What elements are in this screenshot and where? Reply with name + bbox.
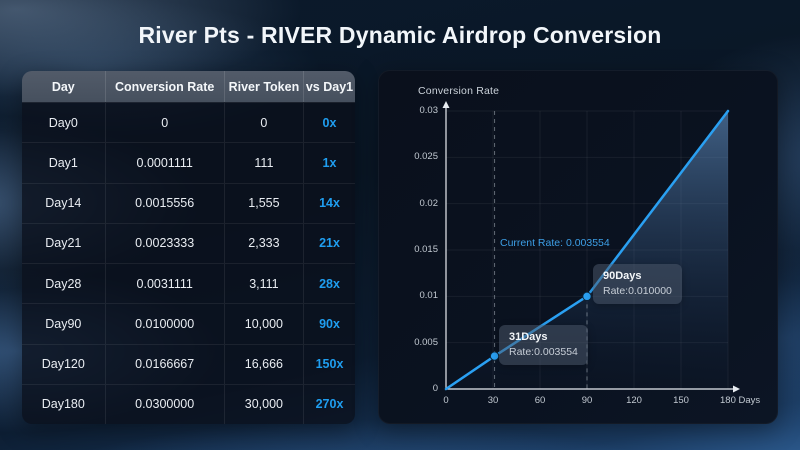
table-row: Day90 0.0100000 10,000 90x xyxy=(22,303,355,344)
cell-token: 30,000 xyxy=(223,384,303,424)
table-row: Day1 0.0001111 111 1x xyxy=(22,142,355,183)
cell-day: Day90 xyxy=(45,316,82,331)
series-area-fill xyxy=(446,111,728,389)
column-header-conversion-rate: Conversion Rate xyxy=(104,71,224,102)
x-tick-label: 180 Days xyxy=(720,395,761,406)
cell-rate: 0.0031111 xyxy=(104,264,224,304)
cell-token: 10,000 xyxy=(223,304,303,344)
cell-rate: 0.0300000 xyxy=(104,384,224,424)
x-tick-label: 90 xyxy=(581,395,593,406)
cell-day: Day1 xyxy=(48,155,78,170)
cell-multiplier: 21x xyxy=(303,223,355,263)
cell-multiplier: 0x xyxy=(303,103,355,143)
cell-multiplier: 90x xyxy=(303,304,355,344)
tooltip-title: 90Days xyxy=(603,270,642,282)
cell-multiplier: 28x xyxy=(303,264,355,304)
table-row: Day180 0.0300000 30,000 270x xyxy=(22,383,355,424)
cell-day: Day21 xyxy=(45,236,82,251)
column-header-river-token: River Token xyxy=(223,71,303,102)
cell-day: Day14 xyxy=(45,196,82,211)
cell-multiplier: 14x xyxy=(303,183,355,223)
tooltip-rate: Rate:0.003554 xyxy=(509,345,578,358)
y-tick-label: 0.005 xyxy=(414,336,438,348)
x-tick-label: 150 xyxy=(673,395,689,406)
cell-token: 16,666 xyxy=(223,344,303,384)
cell-token: 3,111 xyxy=(223,264,303,304)
y-axis-arrow xyxy=(442,101,450,108)
table-row: Day28 0.0031111 3,111 28x xyxy=(22,263,355,304)
x-tick-label: 120 xyxy=(626,395,642,406)
cell-token: 2,333 xyxy=(223,223,303,263)
cell-day: Day0 xyxy=(48,115,78,130)
data-point-31days[interactable] xyxy=(489,351,500,361)
conversion-rate-chart: Conversion Rate Current Rate: 0.003554 3… xyxy=(378,70,778,424)
cell-rate: 0.0001111 xyxy=(104,143,224,183)
cell-token: 0 xyxy=(223,103,303,143)
cell-token: 1,555 xyxy=(223,183,303,223)
cell-token: 111 xyxy=(223,143,303,183)
tooltip-rate: Rate:0.010000 xyxy=(603,284,672,297)
table-header-row: Day Conversion Rate River Token vs Day1 xyxy=(22,71,355,102)
cell-rate: 0.0100000 xyxy=(104,304,224,344)
chart-canvas xyxy=(442,101,740,393)
cell-rate: 0.0023333 xyxy=(104,223,224,263)
table-row: Day14 0.0015556 1,555 14x xyxy=(22,182,355,223)
cell-rate: 0 xyxy=(104,103,224,143)
cell-rate: 0.0015556 xyxy=(104,183,224,223)
data-point-90days[interactable] xyxy=(582,291,592,302)
conversion-table: Day Conversion Rate River Token vs Day1 … xyxy=(22,71,355,424)
y-tick-label: 0 xyxy=(432,383,438,394)
column-header-vs-day1: vs Day1 xyxy=(303,71,355,102)
chart-title: Conversion Rate xyxy=(418,85,500,97)
x-tick-label: 60 xyxy=(534,395,546,406)
cell-multiplier: 150x xyxy=(303,344,355,384)
y-tick-label: 0.01 xyxy=(419,290,439,302)
y-tick-label: 0.02 xyxy=(419,197,439,209)
tooltip-31days: 31Days Rate:0.003554 xyxy=(499,325,588,366)
cell-multiplier: 1x xyxy=(303,143,355,183)
table-row: Day21 0.0023333 2,333 21x xyxy=(22,222,355,263)
cell-rate: 0.0166667 xyxy=(104,344,224,384)
cell-day: Day120 xyxy=(41,357,85,372)
column-header-day: Day xyxy=(51,79,75,94)
x-tick-label: 30 xyxy=(487,395,499,406)
current-rate-annotation: Current Rate: 0.003554 xyxy=(500,237,610,249)
y-tick-label: 0.015 xyxy=(414,244,438,255)
y-tick-label: 0.025 xyxy=(414,151,438,163)
cell-day: Day28 xyxy=(45,276,82,291)
cell-multiplier: 270x xyxy=(303,384,355,424)
x-axis-arrow xyxy=(733,385,740,393)
table-row: Day0 0 0 0x xyxy=(22,102,355,143)
tooltip-90days: 90Days Rate:0.010000 xyxy=(593,264,682,305)
tooltip-title: 31Days xyxy=(509,331,548,343)
y-tick-label: 0.03 xyxy=(419,105,439,116)
x-tick-label: 0 xyxy=(443,395,449,406)
table-row: Day120 0.0166667 16,666 150x xyxy=(22,343,355,384)
page-title: River Pts - RIVER Dynamic Airdrop Conver… xyxy=(138,22,662,48)
cell-day: Day180 xyxy=(41,397,85,412)
